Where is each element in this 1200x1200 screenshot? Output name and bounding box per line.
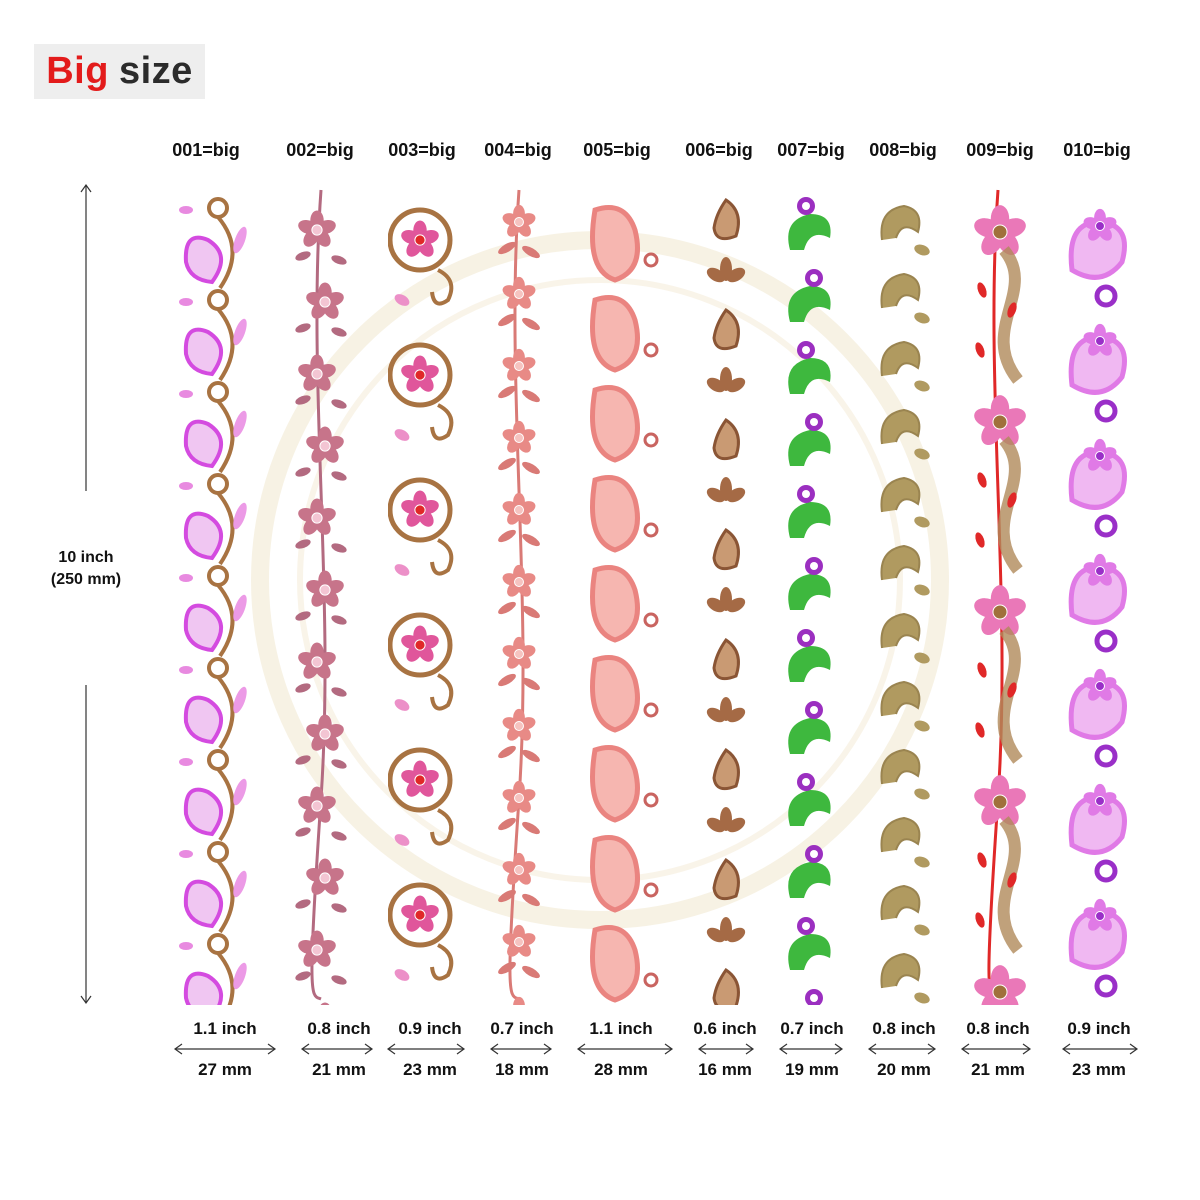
width-mm-002: 21 mm bbox=[312, 1060, 366, 1079]
width-mm-001: 27 mm bbox=[198, 1060, 252, 1079]
border-design-001[interactable] bbox=[168, 180, 252, 1005]
design-label-002: 002=big bbox=[286, 140, 354, 160]
border-design-003[interactable] bbox=[388, 180, 460, 1005]
width-inch-009: 0.8 inch bbox=[966, 1019, 1030, 1038]
embroidery-pattern-007 bbox=[788, 197, 831, 1005]
width-mm-006: 16 mm bbox=[698, 1060, 752, 1079]
page-title: Big size bbox=[34, 44, 205, 99]
width-arrow-007 bbox=[778, 1043, 844, 1055]
width-arrow-010 bbox=[1061, 1043, 1139, 1055]
width-mm-004: 18 mm bbox=[495, 1060, 549, 1079]
width-mm-003: 23 mm bbox=[403, 1060, 457, 1079]
width-inch-005: 1.1 inch bbox=[589, 1019, 653, 1038]
width-inch-006: 0.6 inch bbox=[693, 1019, 757, 1038]
embroidery-pattern-004 bbox=[498, 189, 540, 1005]
height-arrow-bottom bbox=[80, 685, 92, 1005]
embroidery-pattern-006 bbox=[706, 197, 746, 1005]
height-mm: (250 mm) bbox=[50, 571, 122, 588]
width-inch-001: 1.1 inch bbox=[193, 1019, 257, 1038]
design-label-001: 001=big bbox=[172, 140, 240, 160]
design-label-003: 003=big bbox=[388, 140, 456, 160]
width-mm-007: 19 mm bbox=[785, 1060, 839, 1079]
title-big-word: Big bbox=[46, 50, 109, 92]
embroidery-pattern-009 bbox=[974, 189, 1026, 1005]
width-arrow-004 bbox=[489, 1043, 553, 1055]
width-arrow-002 bbox=[300, 1043, 374, 1055]
embroidery-pattern-010 bbox=[1068, 208, 1127, 998]
design-label-005: 005=big bbox=[583, 140, 651, 160]
border-design-007[interactable] bbox=[780, 180, 840, 1005]
design-label-006: 006=big bbox=[685, 140, 753, 160]
design-label-004: 004=big bbox=[484, 140, 552, 160]
width-arrow-009 bbox=[960, 1043, 1032, 1055]
width-mm-009: 21 mm bbox=[971, 1060, 1025, 1079]
height-inch: 10 inch bbox=[58, 549, 114, 566]
embroidery-pattern-005 bbox=[590, 205, 659, 1003]
width-inch-007: 0.7 inch bbox=[780, 1019, 844, 1038]
border-design-002[interactable] bbox=[288, 180, 354, 1005]
width-mm-010: 23 mm bbox=[1072, 1060, 1126, 1079]
width-mm-005: 28 mm bbox=[594, 1060, 648, 1079]
border-design-009[interactable] bbox=[964, 180, 1032, 1005]
design-label-008: 008=big bbox=[869, 140, 937, 160]
embroidery-pattern-008 bbox=[880, 204, 930, 1004]
design-label-009: 009=big bbox=[966, 140, 1034, 160]
design-label-010: 010=big bbox=[1063, 140, 1131, 160]
width-mm-008: 20 mm bbox=[877, 1060, 931, 1079]
width-arrow-006 bbox=[697, 1043, 755, 1055]
width-inch-002: 0.8 inch bbox=[307, 1019, 371, 1038]
title-size-word: size bbox=[118, 50, 193, 92]
border-design-008[interactable] bbox=[872, 180, 936, 1005]
width-inch-004: 0.7 inch bbox=[490, 1019, 554, 1038]
embroidery-pattern-001 bbox=[179, 197, 247, 1005]
border-design-010[interactable] bbox=[1062, 180, 1138, 1005]
width-arrow-005 bbox=[576, 1043, 674, 1055]
width-arrow-001 bbox=[173, 1043, 277, 1055]
width-arrow-003 bbox=[386, 1043, 466, 1055]
embroidery-pattern-002 bbox=[295, 189, 347, 1005]
border-design-005[interactable] bbox=[580, 180, 666, 1005]
border-design-004[interactable] bbox=[490, 180, 548, 1005]
width-arrow-008 bbox=[867, 1043, 937, 1055]
height-arrow-top bbox=[80, 183, 92, 491]
border-design-006[interactable] bbox=[700, 180, 752, 1005]
width-inch-008: 0.8 inch bbox=[872, 1019, 936, 1038]
embroidery-pattern-003 bbox=[388, 207, 454, 981]
height-label: 10 inch (250 mm) bbox=[38, 547, 134, 591]
width-inch-003: 0.9 inch bbox=[398, 1019, 462, 1038]
width-inch-010: 0.9 inch bbox=[1067, 1019, 1131, 1038]
design-label-007: 007=big bbox=[777, 140, 845, 160]
